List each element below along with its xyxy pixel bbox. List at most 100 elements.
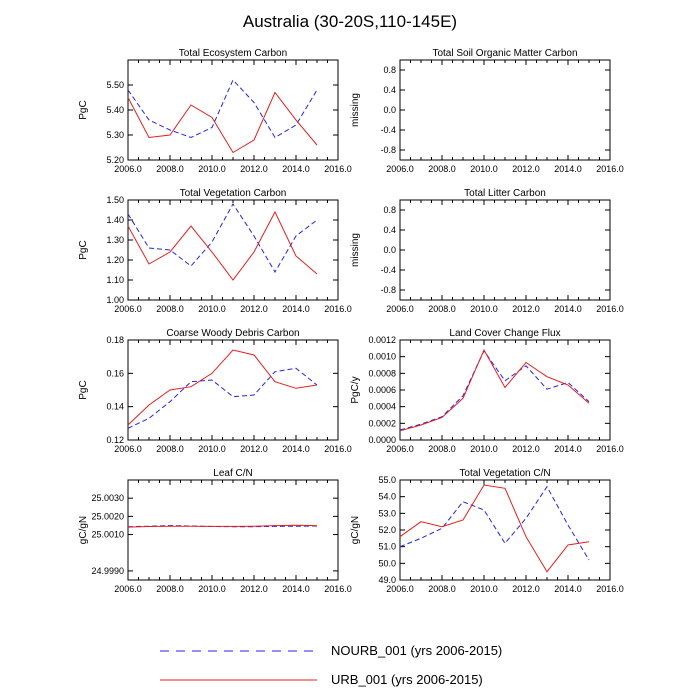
y-tick-label: 0.18 [106,335,124,345]
series-line-urb-001 [127,91,318,154]
x-tick-label: 2016.0 [596,304,624,314]
y-tick-label: 1.40 [106,215,124,225]
x-tick-label: 2010.0 [198,444,226,454]
x-tick-label: 2010.0 [198,584,226,594]
series-line-nourb-001 [127,79,318,139]
panel-3: Total Vegetation Carbon 2006.0 2008.0 2010.… [78,188,352,314]
y-tick-label: 0.0 [383,245,396,255]
x-tick-label: 2014.0 [554,584,582,594]
y-tick-label: 0.0006 [368,385,396,395]
y-tick-label: 0.12 [106,435,124,445]
x-tick-label: 2016.0 [324,164,352,174]
panel-7: Leaf C/N 2006.0 2008.0 2010.0 2012.0 2014.0 20… [78,468,352,594]
y-tick-label: 0.0000 [368,435,396,445]
y-tick-label: 0.0002 [368,418,396,428]
plot-frame [127,479,339,581]
y-axis-label: PgC [78,100,89,119]
x-tick-label: 2008.0 [156,584,184,594]
y-tick-label: 0.16 [106,368,124,378]
y-tick-label: 55.0 [378,475,396,485]
x-tick-label: 2014.0 [554,304,582,314]
plot-frame [399,199,611,301]
y-tick-label: 51.0 [378,542,396,552]
legend-label-urb: URB_001 (yrs 2006-2015) [331,672,483,687]
y-tick-label: 49.0 [378,575,396,585]
x-tick-label: 2006.0 [114,304,142,314]
y-tick-label: 0.4 [383,225,396,235]
panel-title: Total Soil Organic Matter Carbon [432,48,577,59]
legend-label-nourb: NOURB_001 (yrs 2006-2015) [331,643,502,658]
x-tick-label: 2016.0 [324,444,352,454]
x-tick-label: 2012.0 [512,304,540,314]
plot-frame [399,479,611,581]
y-tick-label: 1.20 [106,255,124,265]
series-line-nourb-001 [399,485,590,561]
x-tick-label: 2016.0 [596,444,624,454]
y-tick-label: 0.8 [383,205,396,215]
x-tick-label: 2010.0 [198,304,226,314]
y-tick-label: 0.0010 [368,352,396,362]
y-tick-label: 5.20 [106,155,124,165]
panel-title: Total Vegetation C/N [459,468,550,479]
y-tick-label: 1.00 [106,295,124,305]
plot-frame [127,59,339,161]
x-tick-label: 2010.0 [470,584,498,594]
y-tick-label: 50.0 [378,558,396,568]
x-tick-label: 2006.0 [114,164,142,174]
y-axis-label: missing [350,93,361,127]
x-tick-label: 2010.0 [470,164,498,174]
x-tick-label: 2010.0 [470,304,498,314]
y-axis-label: PgC [78,240,89,259]
x-tick-label: 2006.0 [386,584,414,594]
series-line-nourb-001 [399,349,590,431]
plot-frame [127,339,339,441]
y-tick-label: 0.8 [383,65,396,75]
y-tick-label: 1.10 [106,275,124,285]
panel-1: Total Ecosystem Carbon 2006.0 2008.0 2010.0… [78,48,352,174]
y-tick-label: 0.0012 [368,335,396,345]
panel-title: Total Vegetation Carbon [180,188,287,199]
y-axis-label: missing [350,233,361,267]
y-tick-label: 1.30 [106,235,124,245]
plot-frame [399,59,611,161]
x-tick-label: 2008.0 [428,584,456,594]
y-tick-label: 5.30 [106,130,124,140]
x-tick-label: 2014.0 [282,444,310,454]
x-tick-label: 2008.0 [156,304,184,314]
plot-frame [127,199,339,301]
y-tick-label: 25.0020 [91,511,124,521]
panel-title: Total Ecosystem Carbon [179,48,287,59]
x-tick-label: 2012.0 [240,164,268,174]
x-tick-label: 2014.0 [554,444,582,454]
series-line-urb-001 [399,348,590,432]
figure-title: Australia (30-20S,110-145E) [243,12,457,31]
y-tick-label: 0.0004 [368,402,396,412]
series-line-urb-001 [127,349,318,426]
x-tick-label: 2016.0 [324,304,352,314]
y-tick-label: -0.4 [380,265,396,275]
x-tick-label: 2014.0 [554,164,582,174]
x-tick-label: 2012.0 [240,304,268,314]
series-line-urb-001 [127,210,318,281]
panel-5: Coarse Woody Debris Carbon 2006.0 2008.0 20… [78,328,352,454]
y-axis-label: gC/gN [350,516,361,544]
panel-6: Land Cover Change Flux 2006.0 2008.0 2010.0… [350,328,624,454]
x-tick-label: 2010.0 [198,164,226,174]
y-tick-label: 0.4 [383,85,396,95]
x-tick-label: 2012.0 [512,164,540,174]
x-tick-label: 2008.0 [156,444,184,454]
x-tick-label: 2006.0 [386,164,414,174]
x-tick-label: 2014.0 [282,584,310,594]
x-tick-label: 2016.0 [596,584,624,594]
x-tick-label: 2016.0 [324,584,352,594]
panel-8: Total Vegetation C/N 2006.0 2008.0 2010.0 20… [350,468,624,594]
y-tick-label: -0.8 [380,145,396,155]
x-tick-label: 2006.0 [386,304,414,314]
y-axis-label: gC/gN [78,516,89,544]
y-tick-label: 0.14 [106,402,124,412]
y-tick-label: 25.0030 [91,493,124,503]
x-tick-label: 2014.0 [282,164,310,174]
y-tick-label: 0.0008 [368,368,396,378]
x-tick-label: 2012.0 [240,444,268,454]
